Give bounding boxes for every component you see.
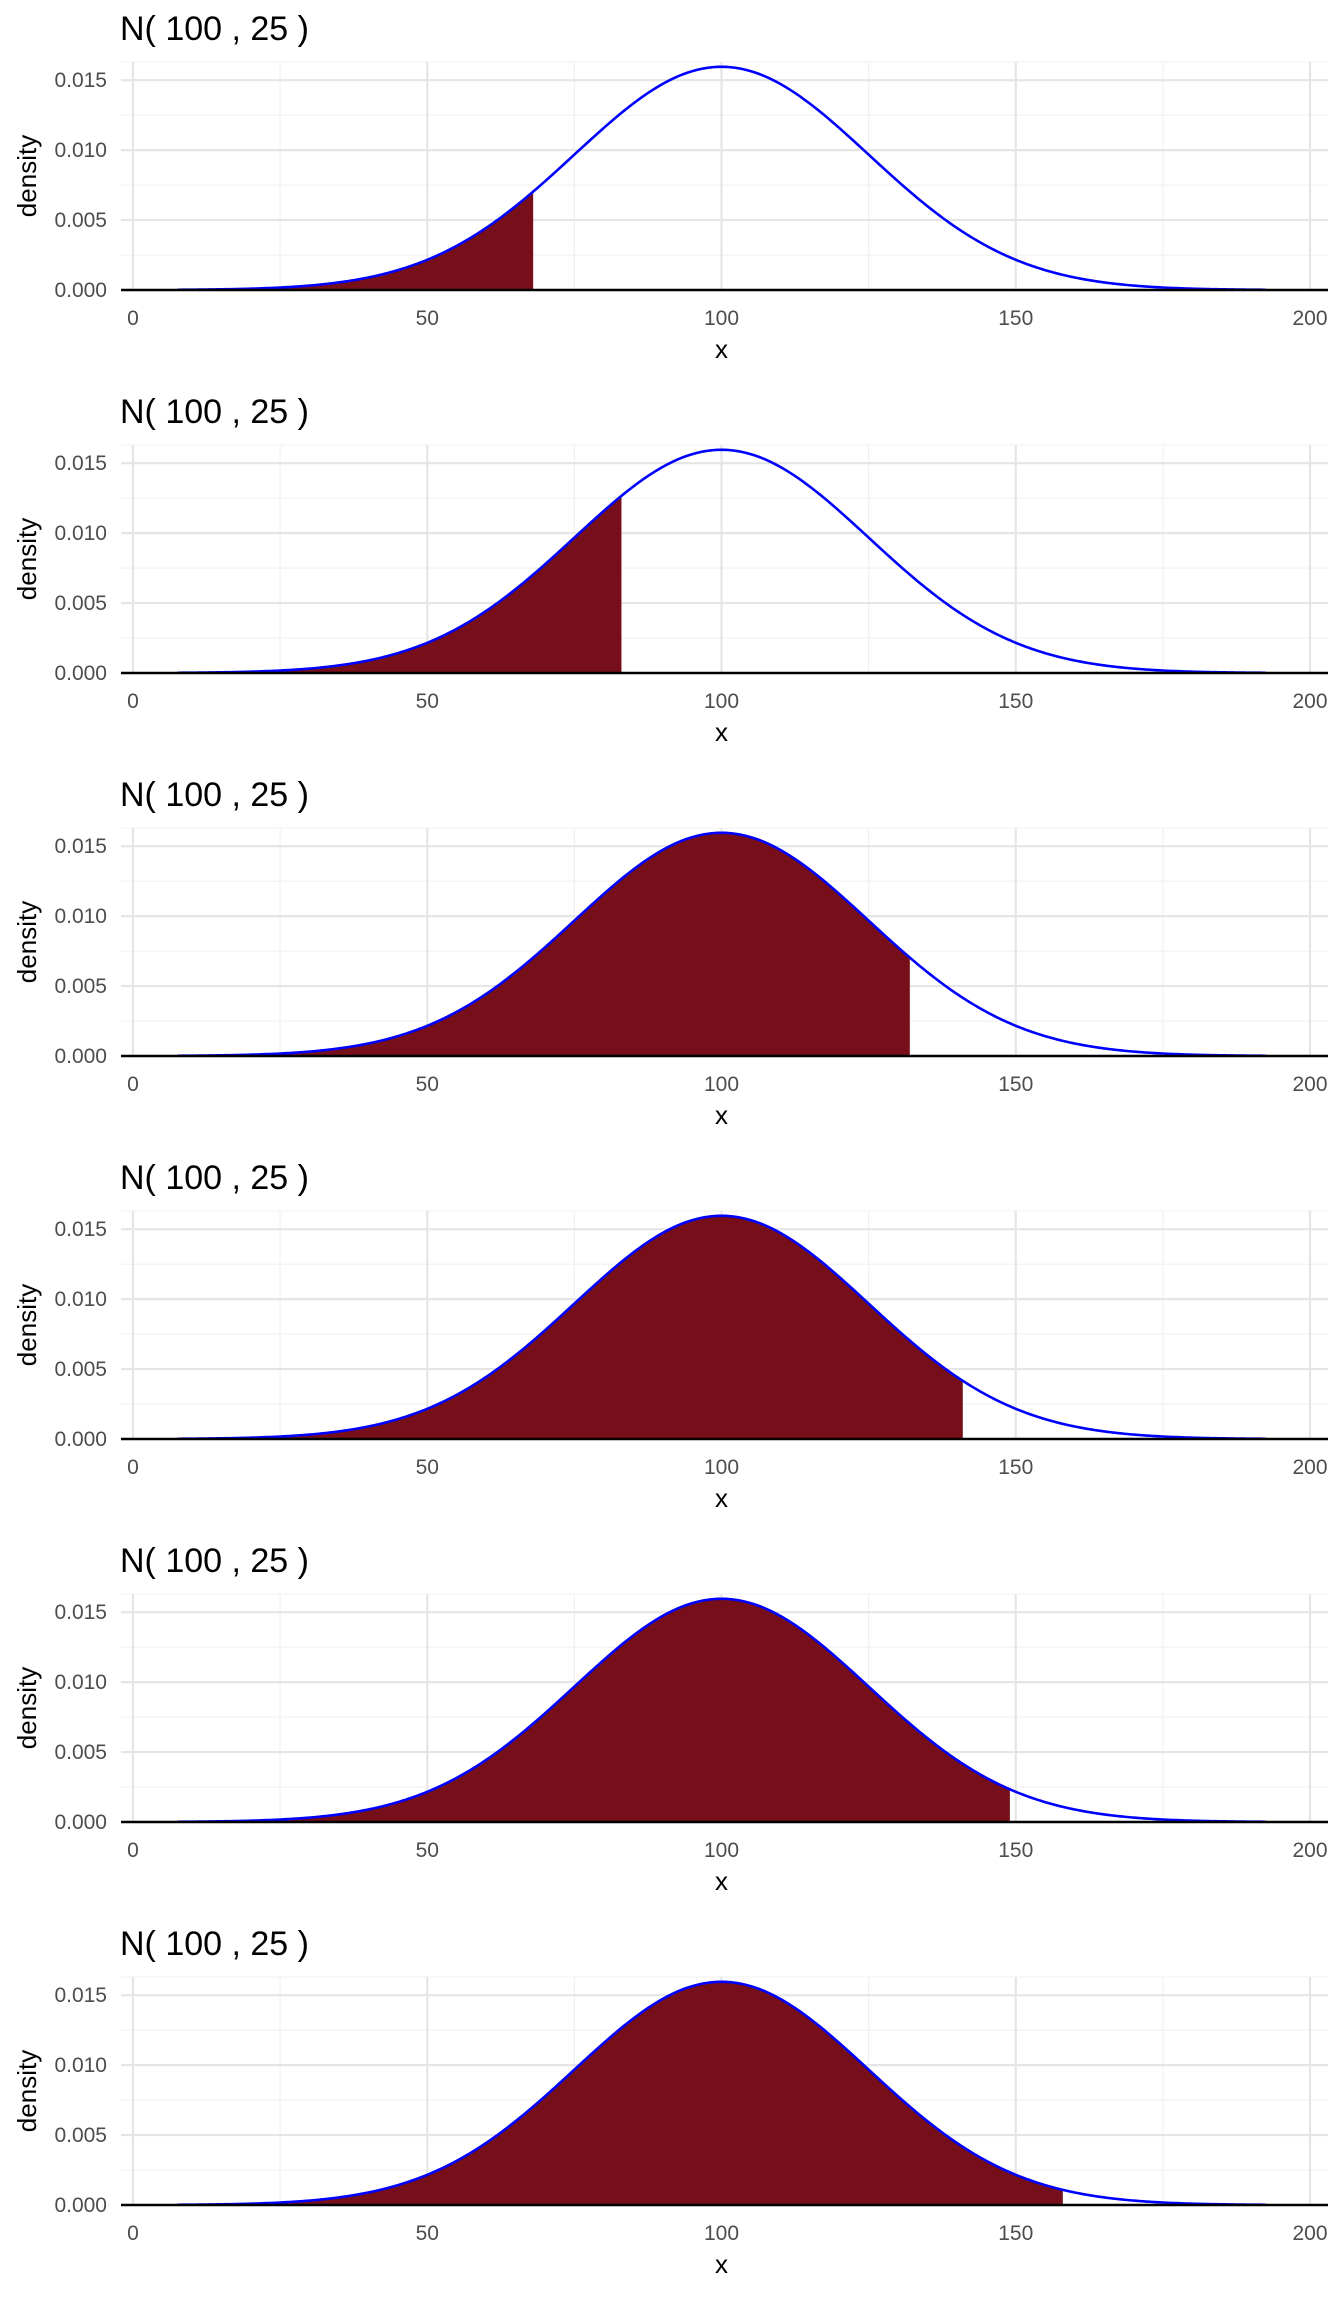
shaded-area [177, 1598, 1010, 1822]
chart-title: N( 100 , 25 ) [120, 1542, 309, 1580]
x-tick-label: 50 [416, 1839, 439, 1862]
density-curve [177, 1597, 1266, 1824]
x-tick-label: 200 [1292, 1839, 1327, 1862]
y-axis-title: density [12, 2050, 42, 2132]
y-axis-title: density [12, 901, 42, 983]
x-tick-label: 100 [704, 690, 739, 713]
chart-panel-4: N( 100 , 25 ) 0 50 100 150 200 0.000 0.005 0.010… [12, 1159, 1328, 1513]
shaded-area [177, 495, 622, 673]
x-tick-label: 100 [704, 2222, 739, 2245]
x-tick-label: 50 [416, 1073, 439, 1096]
x-tick-label: 0 [127, 1456, 139, 1479]
density-curve [177, 831, 1266, 1058]
y-axis-title: density [12, 518, 42, 600]
shaded-area [177, 1215, 963, 1439]
y-tick-label: 0.000 [54, 1811, 107, 1834]
x-tick-label: 150 [998, 2222, 1033, 2245]
shaded-area [177, 832, 910, 1056]
density-curve [177, 65, 1266, 292]
y-tick-label: 0.005 [54, 1358, 107, 1381]
y-tick-label: 0.005 [54, 975, 107, 998]
x-axis-title: x [715, 1866, 728, 1896]
y-tick-label: 0.005 [54, 2124, 107, 2147]
chart-title: N( 100 , 25 ) [120, 1159, 309, 1197]
x-axis-title: x [715, 717, 728, 747]
x-tick-label: 50 [416, 307, 439, 330]
y-tick-label: 0.000 [54, 2194, 107, 2217]
y-tick-label: 0.010 [54, 1288, 107, 1311]
x-tick-label: 200 [1292, 690, 1327, 713]
x-axis-title: x [715, 1100, 728, 1130]
x-tick-label: 150 [998, 307, 1033, 330]
x-tick-label: 50 [416, 2222, 439, 2245]
x-axis-title: x [715, 2249, 728, 2279]
x-tick-label: 100 [704, 1456, 739, 1479]
y-axis-title: density [12, 1667, 42, 1749]
shaded-area [177, 191, 534, 290]
x-tick-label: 150 [998, 690, 1033, 713]
x-tick-label: 100 [704, 1073, 739, 1096]
chart-panel-1: N( 100 , 25 ) 0 50 100 150 200 0.000 0.005 0.010… [12, 10, 1328, 364]
y-axis-title: density [12, 135, 42, 217]
x-tick-label: 200 [1292, 1456, 1327, 1479]
y-tick-label: 0.010 [54, 905, 107, 928]
x-tick-label: 0 [127, 1839, 139, 1862]
y-tick-label: 0.010 [54, 2054, 107, 2077]
y-tick-label: 0.010 [54, 139, 107, 162]
y-tick-label: 0.015 [54, 1218, 107, 1241]
y-tick-label: 0.015 [54, 69, 107, 92]
chart-panel-6: N( 100 , 25 ) 0 50 100 150 200 0.000 0.005 0.010… [12, 1925, 1328, 2279]
x-tick-label: 0 [127, 307, 139, 330]
y-tick-label: 0.000 [54, 1428, 107, 1451]
y-tick-label: 0.015 [54, 835, 107, 858]
x-axis-title: x [715, 334, 728, 364]
x-tick-label: 150 [998, 1073, 1033, 1096]
x-tick-label: 150 [998, 1839, 1033, 1862]
y-tick-label: 0.010 [54, 522, 107, 545]
x-tick-label: 0 [127, 690, 139, 713]
x-tick-label: 150 [998, 1456, 1033, 1479]
x-tick-label: 50 [416, 1456, 439, 1479]
y-tick-label: 0.005 [54, 592, 107, 615]
y-tick-label: 0.000 [54, 1045, 107, 1068]
chart-panel-5: N( 100 , 25 ) 0 50 100 150 200 0.000 0.005 0.010… [12, 1542, 1328, 1896]
chart-title: N( 100 , 25 ) [120, 393, 309, 431]
x-tick-label: 200 [1292, 1073, 1327, 1096]
x-tick-label: 0 [127, 2222, 139, 2245]
y-tick-label: 0.015 [54, 452, 107, 475]
x-tick-label: 200 [1292, 307, 1327, 330]
y-tick-label: 0.015 [54, 1601, 107, 1624]
y-tick-label: 0.010 [54, 1671, 107, 1694]
density-curve [177, 448, 1266, 675]
x-tick-label: 200 [1292, 2222, 1327, 2245]
density-curve [177, 1980, 1266, 2207]
chart-title: N( 100 , 25 ) [120, 1925, 309, 1963]
chart-title: N( 100 , 25 ) [120, 10, 309, 48]
y-tick-label: 0.000 [54, 662, 107, 685]
chart-panel-2: N( 100 , 25 ) 0 50 100 150 200 0.000 0.005 0.010… [12, 393, 1328, 747]
y-axis-title: density [12, 1284, 42, 1366]
chart-title: N( 100 , 25 ) [120, 776, 309, 814]
density-curve [177, 1214, 1266, 1441]
x-tick-label: 0 [127, 1073, 139, 1096]
x-tick-label: 100 [704, 307, 739, 330]
x-tick-label: 50 [416, 690, 439, 713]
y-tick-label: 0.015 [54, 1984, 107, 2007]
shaded-area [177, 1981, 1063, 2205]
y-tick-label: 0.005 [54, 209, 107, 232]
y-tick-label: 0.005 [54, 1741, 107, 1764]
chart-panel-3: N( 100 , 25 ) 0 50 100 150 200 0.000 0.005 0.010… [12, 776, 1328, 1130]
x-tick-label: 100 [704, 1839, 739, 1862]
y-tick-label: 0.000 [54, 279, 107, 302]
x-axis-title: x [715, 1483, 728, 1513]
